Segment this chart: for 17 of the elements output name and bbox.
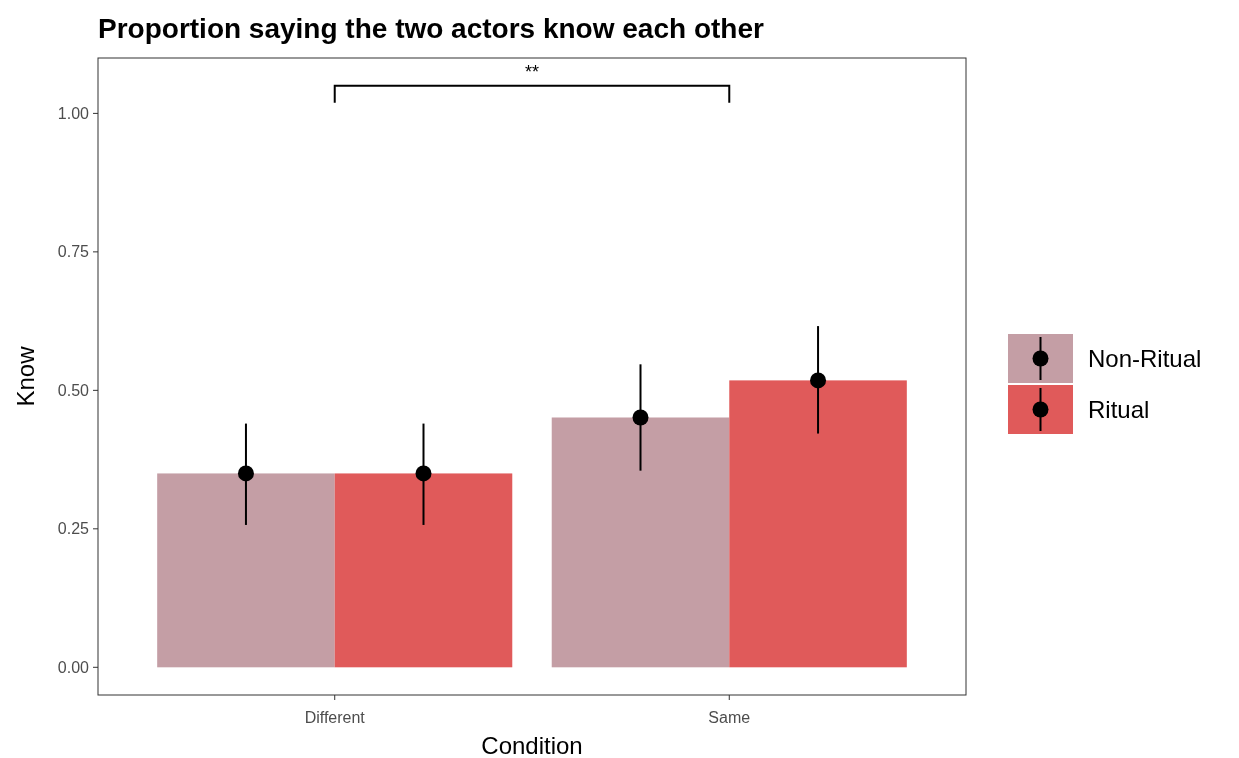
chart-title: Proportion saying the two actors know each other <box>98 13 764 44</box>
bar <box>729 380 907 668</box>
bar <box>334 473 513 668</box>
y-axis-title: Know <box>12 345 39 407</box>
legend-label: Ritual <box>1088 395 1150 423</box>
y-tick-label: 1.00 <box>57 104 90 122</box>
y-tick-label: 0.75 <box>57 243 90 261</box>
bar <box>551 417 730 668</box>
y-tick-label: 0.25 <box>57 520 90 538</box>
x-tick-label: Different <box>304 709 366 726</box>
bar <box>157 473 335 668</box>
y-tick-label: 0.00 <box>57 658 90 676</box>
x-axis-title: Condition <box>481 732 583 758</box>
x-tick-label: Same <box>708 709 751 726</box>
legend-label: Non-Ritual <box>1088 344 1202 372</box>
annotation: ** <box>524 61 540 82</box>
y-tick-label: 0.50 <box>57 381 90 399</box>
